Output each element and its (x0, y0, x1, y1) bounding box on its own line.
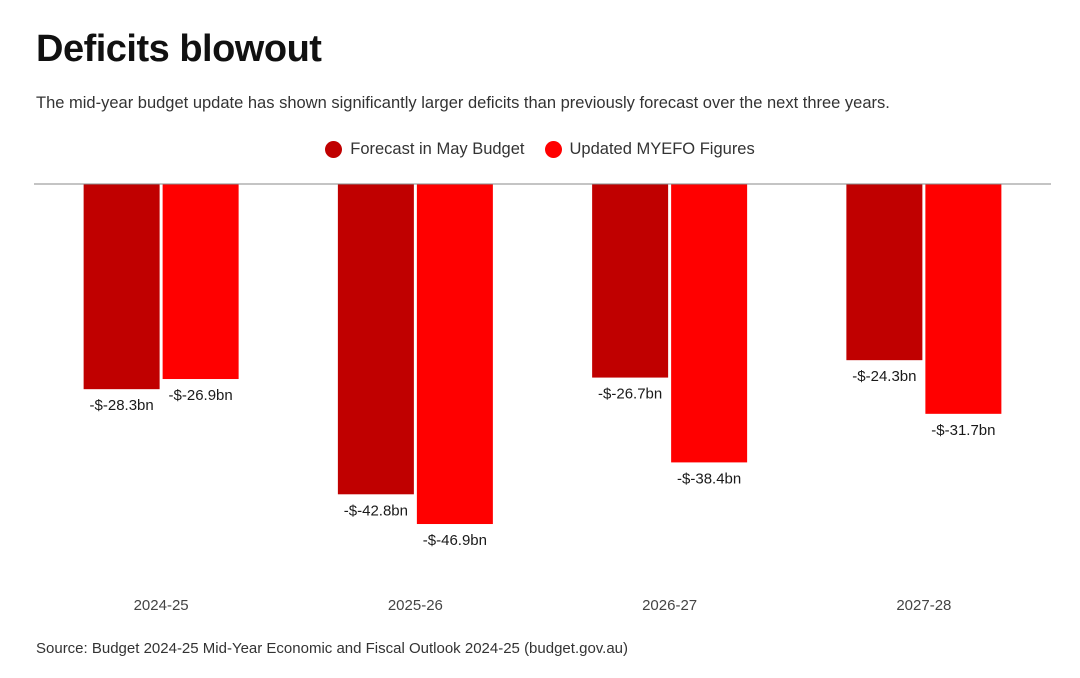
x-tick-label-2027-28: 2027-28 (896, 597, 951, 614)
legend-swatch-myefo-icon (544, 141, 562, 158)
legend-item-myefo: Updated MYEFO Figures (544, 140, 755, 159)
bar-forecast-2025-26 (337, 184, 414, 495)
chart-title: Deficits blowout (36, 28, 322, 70)
chart-subtitle: The mid-year budget update has shown sig… (36, 94, 890, 112)
x-tick-label-2025-26: 2025-26 (388, 597, 443, 614)
data-label-myefo-2025-26: -$-46.9bn (423, 532, 487, 549)
data-label-forecast-2027-28: -$-24.3bn (852, 368, 916, 385)
legend-item-forecast: Forecast in May Budget (325, 140, 525, 159)
bar-forecast-2027-28 (846, 184, 923, 361)
data-label-myefo-2024-25: -$-26.9bn (169, 387, 233, 404)
data-label-forecast-2026-27: -$-26.7bn (598, 386, 662, 403)
x-tick-label-2024-25: 2024-25 (134, 597, 189, 614)
legend-label-myefo: Updated MYEFO Figures (569, 140, 755, 158)
legend-swatch-forecast-icon (325, 141, 343, 158)
bar-chart: -$-28.3bn -$-26.9bn 2024-25 -$-42.8bn -$-46.… (34, 183, 1051, 614)
data-label-forecast-2024-25: -$-28.3bn (90, 397, 154, 414)
bar-forecast-2026-27 (592, 184, 669, 378)
x-tick-label-2026-27: 2026-27 (642, 597, 697, 614)
bar-myefo-2024-25 (162, 184, 239, 380)
source-note: Source: Budget 2024-25 Mid-Year Economic… (36, 640, 629, 657)
data-label-myefo-2026-27: -$-38.4bn (677, 470, 741, 487)
legend: Forecast in May Budget Updated MYEFO Fig… (0, 140, 1080, 159)
data-label-forecast-2025-26: -$-42.8bn (344, 502, 408, 519)
legend-label-forecast: Forecast in May Budget (350, 140, 525, 158)
bar-myefo-2026-27 (671, 184, 748, 463)
bar-myefo-2027-28 (925, 184, 1002, 414)
data-label-myefo-2027-28: -$-31.7bn (931, 422, 995, 439)
bar-myefo-2025-26 (416, 184, 493, 525)
bar-forecast-2024-25 (83, 184, 160, 390)
